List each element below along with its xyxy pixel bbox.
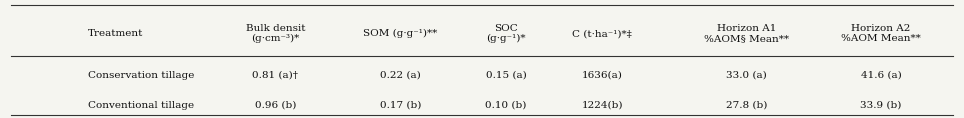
Text: 27.8 (b): 27.8 (b) bbox=[726, 101, 767, 110]
Text: 0.15 (a): 0.15 (a) bbox=[486, 71, 526, 80]
Text: 0.96 (b): 0.96 (b) bbox=[254, 101, 296, 110]
Text: 0.17 (b): 0.17 (b) bbox=[380, 101, 421, 110]
Text: SOC
(g·g⁻¹)*: SOC (g·g⁻¹)* bbox=[486, 24, 525, 43]
Text: Treatment: Treatment bbox=[88, 29, 144, 38]
Text: 33.9 (b): 33.9 (b) bbox=[860, 101, 901, 110]
Text: SOM (g·g⁻¹)**: SOM (g·g⁻¹)** bbox=[363, 29, 438, 38]
Text: 1224(b): 1224(b) bbox=[581, 101, 623, 110]
Text: C (t·ha⁻¹)*‡: C (t·ha⁻¹)*‡ bbox=[573, 29, 632, 38]
Text: Horizon A1
%AOM§ Mean**: Horizon A1 %AOM§ Mean** bbox=[704, 24, 789, 43]
Text: Bulk densit
(g·cm⁻³)*: Bulk densit (g·cm⁻³)* bbox=[246, 24, 305, 43]
Text: 41.6 (a): 41.6 (a) bbox=[861, 71, 901, 80]
Text: 0.81 (a)†: 0.81 (a)† bbox=[253, 71, 298, 80]
Text: 0.22 (a): 0.22 (a) bbox=[380, 71, 420, 80]
Text: 1636(a): 1636(a) bbox=[581, 71, 623, 80]
Text: Horizon A2
%AOM Mean**: Horizon A2 %AOM Mean** bbox=[841, 24, 921, 43]
Text: 0.10 (b): 0.10 (b) bbox=[485, 101, 526, 110]
Text: Conservation tillage: Conservation tillage bbox=[88, 71, 195, 80]
Text: Conventional tillage: Conventional tillage bbox=[88, 101, 194, 110]
Text: 33.0 (a): 33.0 (a) bbox=[726, 71, 766, 80]
